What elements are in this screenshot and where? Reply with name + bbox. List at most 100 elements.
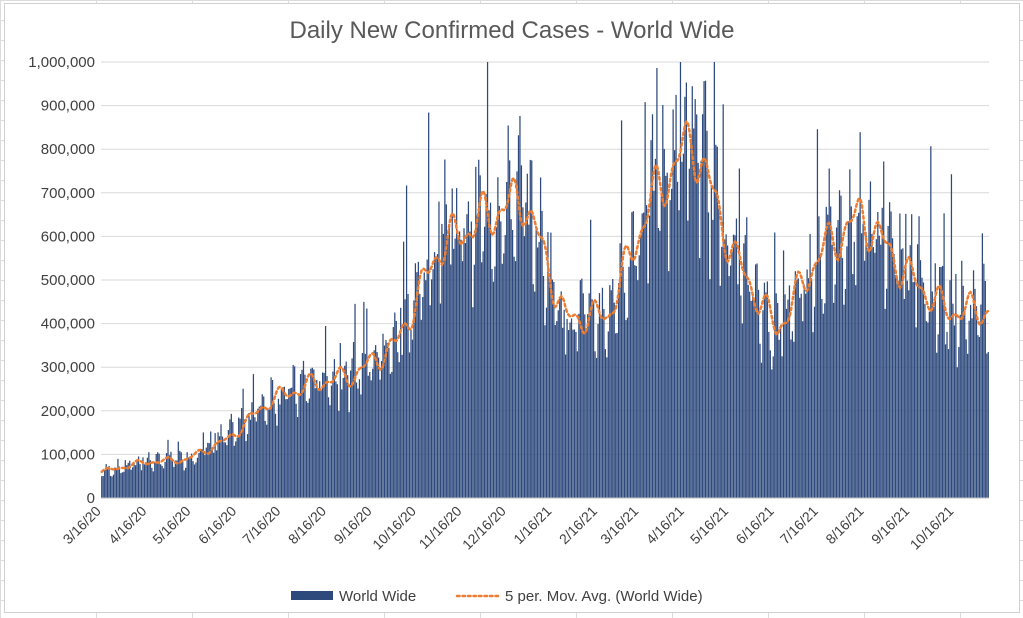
bar — [846, 246, 848, 498]
bar — [710, 185, 713, 498]
bar — [243, 419, 246, 498]
bar — [835, 227, 838, 498]
bar — [572, 329, 574, 498]
bar — [142, 457, 144, 498]
bar — [267, 409, 269, 498]
x-tick-label: 7/16/21 — [777, 503, 821, 547]
bar — [763, 282, 766, 498]
bar — [977, 335, 979, 498]
bar — [732, 234, 735, 499]
bar — [592, 301, 595, 498]
bar — [928, 311, 930, 498]
bar — [728, 276, 730, 498]
bar — [855, 285, 857, 498]
bar — [612, 279, 614, 498]
bar — [640, 235, 642, 498]
bar — [620, 120, 623, 498]
bar — [550, 232, 552, 498]
bar — [740, 295, 742, 498]
bar — [221, 436, 224, 498]
x-tick-label: 3/16/20 — [60, 503, 104, 547]
x-tick-label: 8/16/21 — [822, 503, 866, 547]
bar — [980, 304, 982, 498]
bar — [604, 349, 606, 498]
bar — [778, 339, 780, 498]
bar — [193, 464, 196, 498]
bar — [223, 442, 225, 498]
bar — [345, 361, 347, 498]
bar — [470, 221, 472, 498]
bar — [310, 368, 312, 498]
bar — [461, 261, 464, 498]
bar — [127, 462, 129, 498]
bar — [944, 344, 947, 498]
bar — [950, 174, 953, 499]
bar — [959, 314, 961, 498]
bar — [102, 475, 104, 498]
bar — [816, 129, 819, 498]
bar — [283, 386, 285, 498]
bar — [180, 452, 182, 498]
bar — [849, 169, 851, 498]
bar — [288, 388, 290, 498]
bar — [902, 248, 904, 498]
bar — [886, 288, 888, 498]
bar — [618, 283, 620, 498]
bar — [121, 472, 123, 498]
bar — [314, 388, 316, 498]
bar — [454, 238, 456, 498]
bar — [859, 132, 861, 498]
bar — [644, 102, 646, 498]
bar — [208, 443, 210, 498]
bar — [825, 206, 827, 498]
bar — [513, 256, 515, 498]
bar — [603, 309, 605, 498]
bar — [439, 303, 442, 498]
bar — [363, 301, 365, 498]
bar — [264, 420, 266, 498]
bar — [891, 238, 894, 498]
bar — [383, 345, 386, 498]
bar — [635, 266, 637, 498]
bar — [535, 229, 537, 498]
bar — [703, 81, 705, 498]
bar — [133, 464, 135, 498]
bar — [348, 412, 350, 498]
bar — [645, 205, 648, 498]
bar — [291, 387, 293, 498]
bar — [662, 105, 664, 498]
bar — [248, 413, 250, 498]
bar — [134, 465, 137, 498]
bar — [815, 264, 817, 498]
bar — [562, 327, 564, 498]
bar — [606, 357, 608, 498]
bar — [634, 265, 636, 498]
bar — [441, 223, 443, 498]
bar — [700, 160, 702, 498]
moving-average-line — [100, 119, 990, 474]
bar — [821, 298, 823, 498]
bar — [333, 359, 336, 498]
bar — [457, 238, 459, 498]
bar — [687, 220, 689, 499]
bar — [975, 306, 978, 498]
bar — [347, 375, 349, 498]
bar — [766, 281, 768, 498]
bar — [933, 307, 935, 498]
bar — [974, 288, 976, 498]
bar — [601, 287, 604, 498]
bar — [417, 261, 419, 498]
bar — [934, 263, 936, 498]
bar — [657, 228, 660, 498]
bar — [641, 213, 643, 498]
bar — [279, 404, 281, 498]
bar — [168, 455, 171, 498]
bar — [681, 161, 683, 498]
bar — [433, 252, 436, 498]
bar — [726, 245, 729, 498]
chart-frame[interactable]: Daily New Confirmed Cases - World Wide 0… — [4, 3, 1020, 613]
bar — [364, 353, 366, 498]
bar — [326, 376, 328, 498]
bar — [319, 381, 321, 498]
bar — [694, 99, 696, 499]
